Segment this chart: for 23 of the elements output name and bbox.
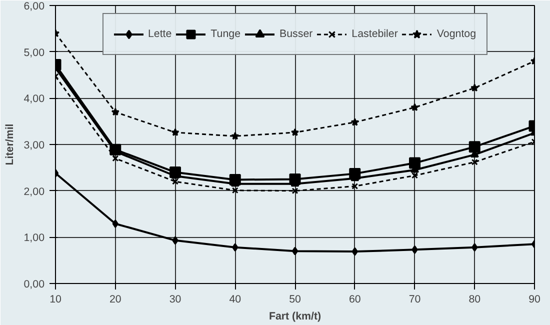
x-tick-label: 70 xyxy=(408,294,421,306)
legend-label: Lastebiler xyxy=(352,28,398,40)
y-tick-label: 5,00 xyxy=(24,46,45,59)
x-tick-label: 60 xyxy=(348,294,361,306)
y-tick-label: 3,00 xyxy=(24,140,45,152)
y-tick-label: 0,00 xyxy=(24,278,45,290)
legend-label: Busser xyxy=(280,28,313,40)
y-tick-label: 6,00 xyxy=(24,0,45,12)
x-tick-label: 50 xyxy=(289,294,301,306)
legend-label: Tunge xyxy=(210,28,241,40)
legend-label: Vogntog xyxy=(436,28,476,40)
x-tick-label: 20 xyxy=(109,294,122,306)
y-axis-title: Liter/mil xyxy=(4,124,16,166)
x-tick-label: 40 xyxy=(229,294,242,306)
y-tick-label: 2,00 xyxy=(24,186,45,198)
x-axis-title: Fart (km/t) xyxy=(268,310,322,322)
x-tick-label: 90 xyxy=(528,294,540,306)
x-tick-label: 10 xyxy=(50,294,62,306)
x-tick-label: 80 xyxy=(468,294,481,306)
y-tick-label: 1,00 xyxy=(24,232,45,244)
x-tick-label: 30 xyxy=(169,294,182,306)
legend-label: Lette xyxy=(148,28,172,40)
y-tick-label: 4,00 xyxy=(24,93,45,106)
